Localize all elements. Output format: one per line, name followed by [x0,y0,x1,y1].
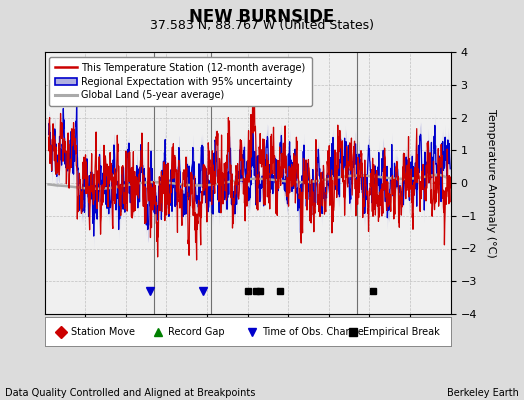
Legend: This Temperature Station (12-month average), Regional Expectation with 95% uncer: This Temperature Station (12-month avera… [49,57,312,106]
Text: Record Gap: Record Gap [168,326,225,336]
Text: Data Quality Controlled and Aligned at Breakpoints: Data Quality Controlled and Aligned at B… [5,388,256,398]
Text: 37.583 N, 88.767 W (United States): 37.583 N, 88.767 W (United States) [150,19,374,32]
Text: Station Move: Station Move [71,326,135,336]
Text: Berkeley Earth: Berkeley Earth [447,388,519,398]
Text: Time of Obs. Change: Time of Obs. Change [262,326,364,336]
Y-axis label: Temperature Anomaly (°C): Temperature Anomaly (°C) [486,109,496,257]
Text: NEW BURNSIDE: NEW BURNSIDE [189,8,335,26]
Text: Empirical Break: Empirical Break [363,326,440,336]
